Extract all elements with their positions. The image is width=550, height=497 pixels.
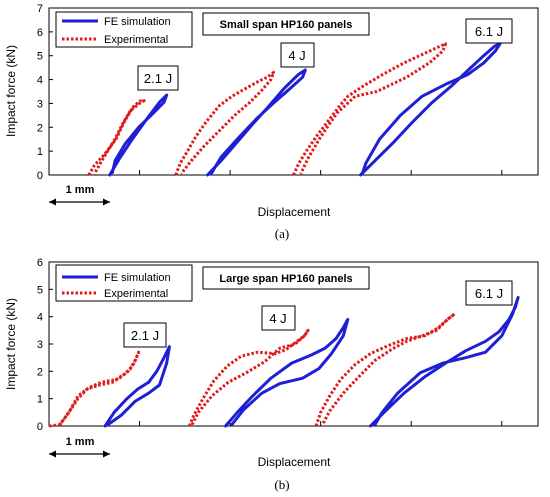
- y-tick-label: 5: [37, 51, 43, 63]
- figure-caption: (b): [274, 477, 289, 492]
- y-tick-label: 4: [37, 312, 43, 324]
- scale-bar-arrow-right: [103, 450, 110, 458]
- y-tick-label: 3: [37, 98, 43, 110]
- legend-exp-label: Experimental: [104, 288, 168, 300]
- scale-bar-label: 1 mm: [66, 184, 95, 196]
- experimental-curve-4-j: [188, 328, 310, 427]
- y-axis-ticks: 0 1 2 3 4 5 6 7: [37, 3, 53, 182]
- scale-bar: 1 mm: [49, 184, 110, 206]
- y-tick-label: 4: [37, 75, 43, 87]
- y-tick-label: 2: [37, 366, 43, 378]
- chart-title-box: [202, 266, 370, 290]
- y-tick-label: 0: [37, 421, 43, 433]
- curves: [48, 296, 520, 428]
- x-axis-ticks: [48, 421, 503, 426]
- fe-simulation-curve-2-1-j: [108, 93, 169, 177]
- experimental-curve-4-j: [174, 70, 276, 176]
- y-tick-label: 2: [37, 122, 43, 134]
- energy-label-box-6-1j: [465, 280, 513, 306]
- chart-title: Small span HP160 panels: [220, 19, 353, 31]
- legend-box: [55, 264, 193, 302]
- fe-simulation-curve-6-1-j: [369, 296, 520, 428]
- energy-label-2-1j: 2.1 J: [131, 328, 159, 343]
- scale-bar-arrow-left: [49, 198, 56, 206]
- y-tick-label: 0: [37, 170, 43, 182]
- experimental-curve-2-1-j: [87, 99, 146, 176]
- y-tick-label: 1: [37, 394, 43, 406]
- energy-label-box-4j: [261, 305, 296, 331]
- y-axis-label: Impact force (kN): [4, 45, 18, 137]
- chart-title-box: [202, 12, 370, 36]
- energy-label-6-1j: 6.1 J: [475, 24, 503, 39]
- experimental-curve-6-1-j: [314, 312, 457, 427]
- experimental-curve-6-1-j: [292, 42, 448, 176]
- figure-caption: (a): [275, 226, 289, 241]
- y-axis-label: Impact force (kN): [4, 298, 18, 390]
- y-tick-label: 3: [37, 339, 43, 351]
- y-axis-ticks: 0 1 2 3 4 5 6: [37, 257, 53, 433]
- scale-bar-arrow-left: [49, 450, 56, 458]
- energy-label-2-1j: 2.1 J: [144, 71, 172, 86]
- fe-simulation-curve-4-j: [206, 68, 307, 177]
- chart-title: Large span HP160 panels: [219, 273, 352, 285]
- scale-bar-label: 1 mm: [66, 436, 95, 448]
- y-tick-label: 6: [37, 27, 43, 39]
- x-axis-label: Displacement: [258, 205, 331, 219]
- legend-box: [55, 11, 193, 48]
- curves: [87, 42, 502, 177]
- energy-label-box-6-1j: [465, 18, 513, 44]
- legend-fe-label: FE simulation: [104, 16, 171, 28]
- legend: FE simulation Experimental: [55, 11, 193, 48]
- fe-simulation-curve-4-j: [224, 317, 350, 428]
- energy-label-6-1j: 6.1 J: [475, 286, 503, 301]
- energy-label-box-2-1j: [137, 65, 179, 91]
- fe-simulation-curve-2-1-j: [103, 345, 171, 428]
- y-tick-label: 6: [37, 257, 43, 269]
- experimental-curve-2-1-j: [48, 350, 141, 428]
- energy-label-box-4j: [280, 42, 315, 68]
- x-axis-label: Displacement: [258, 455, 331, 469]
- legend: FE simulation Experimental: [55, 264, 193, 302]
- scale-bar-arrow-right: [103, 198, 110, 206]
- energy-label-4j: 4 J: [269, 311, 286, 326]
- scale-bar: 1 mm: [49, 436, 110, 458]
- energy-label-box-2-1j: [123, 322, 167, 348]
- legend-fe-label: FE simulation: [104, 272, 171, 284]
- chart-panel-large-span: 0 1 2 3 4 5 6 Impact force (kN) Displacement (…: [4, 257, 539, 492]
- y-tick-label: 1: [37, 146, 43, 158]
- fe-simulation-curve-6-1-j: [359, 42, 502, 177]
- legend-exp-label: Experimental: [104, 34, 168, 46]
- energy-label-4j: 4 J: [288, 48, 305, 63]
- y-tick-label: 5: [37, 284, 43, 296]
- x-axis-ticks: [48, 170, 503, 175]
- y-tick-label: 7: [37, 3, 43, 15]
